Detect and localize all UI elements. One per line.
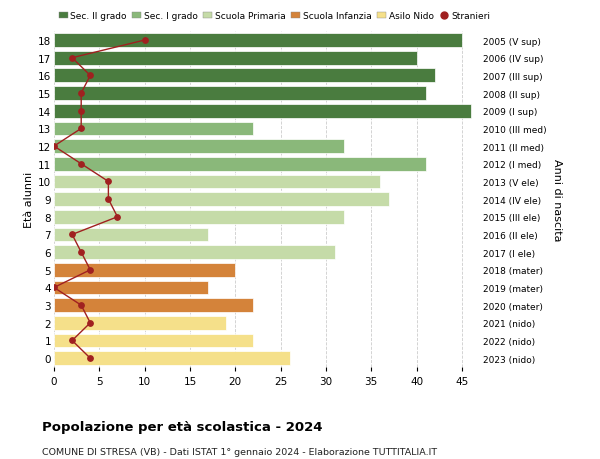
Bar xyxy=(54,69,434,83)
Bar xyxy=(54,316,226,330)
Point xyxy=(67,337,77,344)
Point xyxy=(49,284,59,291)
Bar xyxy=(54,228,208,242)
Text: COMUNE DI STRESA (VB) - Dati ISTAT 1° gennaio 2024 - Elaborazione TUTTITALIA.IT: COMUNE DI STRESA (VB) - Dati ISTAT 1° ge… xyxy=(42,448,437,457)
Point xyxy=(76,161,86,168)
Point xyxy=(85,267,95,274)
Bar xyxy=(54,210,344,224)
Y-axis label: Età alunni: Età alunni xyxy=(24,172,34,228)
Bar xyxy=(54,52,416,66)
Point xyxy=(85,73,95,80)
Text: Popolazione per età scolastica - 2024: Popolazione per età scolastica - 2024 xyxy=(42,420,323,433)
Point xyxy=(76,302,86,309)
Bar xyxy=(54,87,425,101)
Point xyxy=(140,37,149,45)
Point xyxy=(85,355,95,362)
Point xyxy=(76,108,86,115)
Bar xyxy=(54,175,380,189)
Bar xyxy=(54,299,253,313)
Bar xyxy=(54,246,335,259)
Point xyxy=(104,179,113,186)
Bar xyxy=(54,140,344,154)
Point xyxy=(76,249,86,256)
Bar xyxy=(54,105,471,118)
Bar xyxy=(54,122,253,136)
Bar xyxy=(54,352,290,365)
Point xyxy=(76,125,86,133)
Bar xyxy=(54,263,235,277)
Point xyxy=(49,143,59,151)
Point xyxy=(67,55,77,62)
Point xyxy=(104,196,113,203)
Point xyxy=(76,90,86,97)
Point xyxy=(67,231,77,239)
Bar xyxy=(54,281,208,295)
Y-axis label: Anni di nascita: Anni di nascita xyxy=(552,158,562,241)
Bar xyxy=(54,334,253,347)
Bar xyxy=(54,34,462,48)
Legend: Sec. II grado, Sec. I grado, Scuola Primaria, Scuola Infanzia, Asilo Nido, Stran: Sec. II grado, Sec. I grado, Scuola Prim… xyxy=(59,12,490,21)
Point xyxy=(85,319,95,327)
Bar xyxy=(54,157,425,171)
Bar xyxy=(54,193,389,207)
Point xyxy=(113,213,122,221)
